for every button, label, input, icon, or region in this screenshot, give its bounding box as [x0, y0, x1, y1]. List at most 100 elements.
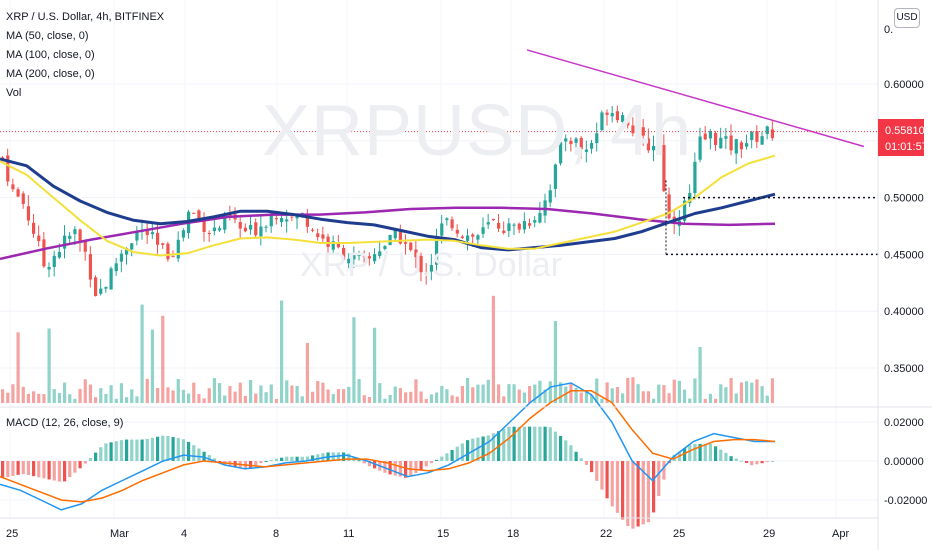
macd-histogram-bar	[579, 458, 583, 461]
macd-histogram-bar	[140, 439, 144, 461]
candle-body	[419, 255, 423, 273]
volume-bar	[522, 392, 527, 403]
legend-ma200[interactable]: MA (200, close, 0)	[6, 68, 95, 80]
time-tick-label: Apr	[832, 528, 849, 540]
macd-histogram-bar	[528, 426, 532, 461]
candle-body	[631, 125, 635, 134]
macd-histogram-bar	[212, 458, 217, 461]
moving-averages	[0, 49, 865, 261]
macd-histogram-bar	[202, 451, 206, 461]
candle-body	[362, 254, 366, 257]
candle-body	[600, 112, 604, 131]
macd-histogram-bar	[440, 456, 444, 461]
volume-bar	[326, 389, 330, 403]
volume-bar	[295, 385, 299, 403]
trendline	[526, 49, 865, 148]
macd-legend[interactable]: MACD (12, 26, close, 9)	[6, 417, 124, 429]
macd-histogram-bar	[398, 461, 403, 477]
macd-histogram-bar	[615, 461, 620, 513]
volume-bar	[238, 382, 242, 403]
volume-bar	[683, 389, 687, 403]
candle-body	[481, 227, 485, 234]
macd-histogram-bar	[590, 461, 594, 473]
macd-histogram-bar	[197, 448, 201, 461]
macd-histogram-bar	[517, 426, 521, 461]
price-axis-top-label: 0.	[884, 24, 893, 36]
volume-bar	[450, 395, 454, 403]
candle-body	[109, 268, 113, 290]
volume-bar	[548, 381, 552, 403]
candle-body	[579, 138, 583, 150]
current-price-value: 0.55810	[885, 125, 925, 137]
volume-bar	[88, 384, 93, 403]
candle-body	[88, 254, 93, 280]
candle-body	[264, 226, 268, 228]
legend-vol[interactable]: Vol	[6, 87, 22, 99]
macd-histogram-bar	[156, 436, 160, 461]
macd-histogram-bar	[476, 437, 480, 461]
volume-bar	[212, 378, 217, 403]
macd-histogram-bar	[636, 461, 640, 527]
candle-body	[517, 223, 521, 230]
candle-body	[502, 230, 506, 234]
macd-histogram-bar	[42, 461, 46, 479]
volume-bar	[181, 389, 186, 403]
candle-body	[559, 142, 563, 164]
volume-bar	[600, 398, 604, 403]
macd-histogram-bar	[724, 452, 728, 461]
candle-body	[435, 238, 439, 265]
candle-body	[274, 218, 279, 220]
volume-bar	[455, 396, 459, 403]
macd-histogram-bar	[342, 452, 346, 461]
legend-ma100[interactable]: MA (100, close, 0)	[6, 49, 95, 61]
volume-bar	[357, 379, 361, 403]
candle-body	[724, 136, 728, 139]
volume-bar	[83, 379, 87, 403]
volume-bar	[73, 398, 77, 403]
candle-body	[584, 149, 589, 152]
price-legend: XRP / U.S. Dollar, 4h, BITFINEX MA (50, …	[6, 8, 164, 103]
volume-bar	[16, 332, 20, 403]
volume-bar	[497, 384, 501, 403]
volume-bar	[166, 387, 170, 403]
volume-bar	[636, 384, 640, 403]
currency-button[interactable]: USD	[894, 8, 920, 28]
candle-body	[26, 206, 31, 221]
candle-body	[476, 235, 480, 240]
volume-bar	[486, 379, 490, 403]
macd-histogram-bar	[295, 456, 299, 461]
time-tick-label: 11	[343, 528, 354, 540]
legend-ma50[interactable]: MA (50, close, 0)	[6, 30, 89, 42]
candle-body	[342, 247, 346, 261]
macd-histogram-bar	[491, 433, 496, 461]
candle-body	[708, 131, 713, 139]
volume-bars	[1, 295, 775, 403]
candle-body	[212, 227, 217, 232]
candle-body	[316, 233, 320, 238]
macd-histogram-bar	[47, 461, 51, 480]
volume-bar	[311, 391, 315, 403]
candle-body	[528, 223, 532, 226]
ma200-line	[0, 206, 776, 261]
macd-histogram-bar	[502, 428, 506, 461]
grid	[0, 83, 878, 501]
candle-body	[57, 251, 62, 258]
candle-body	[590, 142, 594, 149]
candle-body	[621, 115, 625, 122]
volume-bar	[393, 386, 397, 403]
volume-bar	[693, 378, 697, 403]
volume-bar	[688, 398, 692, 403]
macd-histogram-bar	[750, 461, 754, 466]
candle-body	[445, 218, 449, 221]
macd-histogram-bar	[538, 426, 542, 461]
volume-bar	[502, 396, 506, 403]
macd-histogram-bar	[259, 461, 263, 464]
macd-histogram-bar	[254, 461, 258, 466]
candle-body	[311, 229, 315, 231]
volume-bar	[6, 392, 10, 403]
candle-body	[135, 232, 139, 241]
legend-title[interactable]: XRP / U.S. Dollar, 4h, BITFINEX	[6, 11, 165, 23]
candle-body	[646, 138, 651, 151]
candle-body	[181, 230, 186, 238]
